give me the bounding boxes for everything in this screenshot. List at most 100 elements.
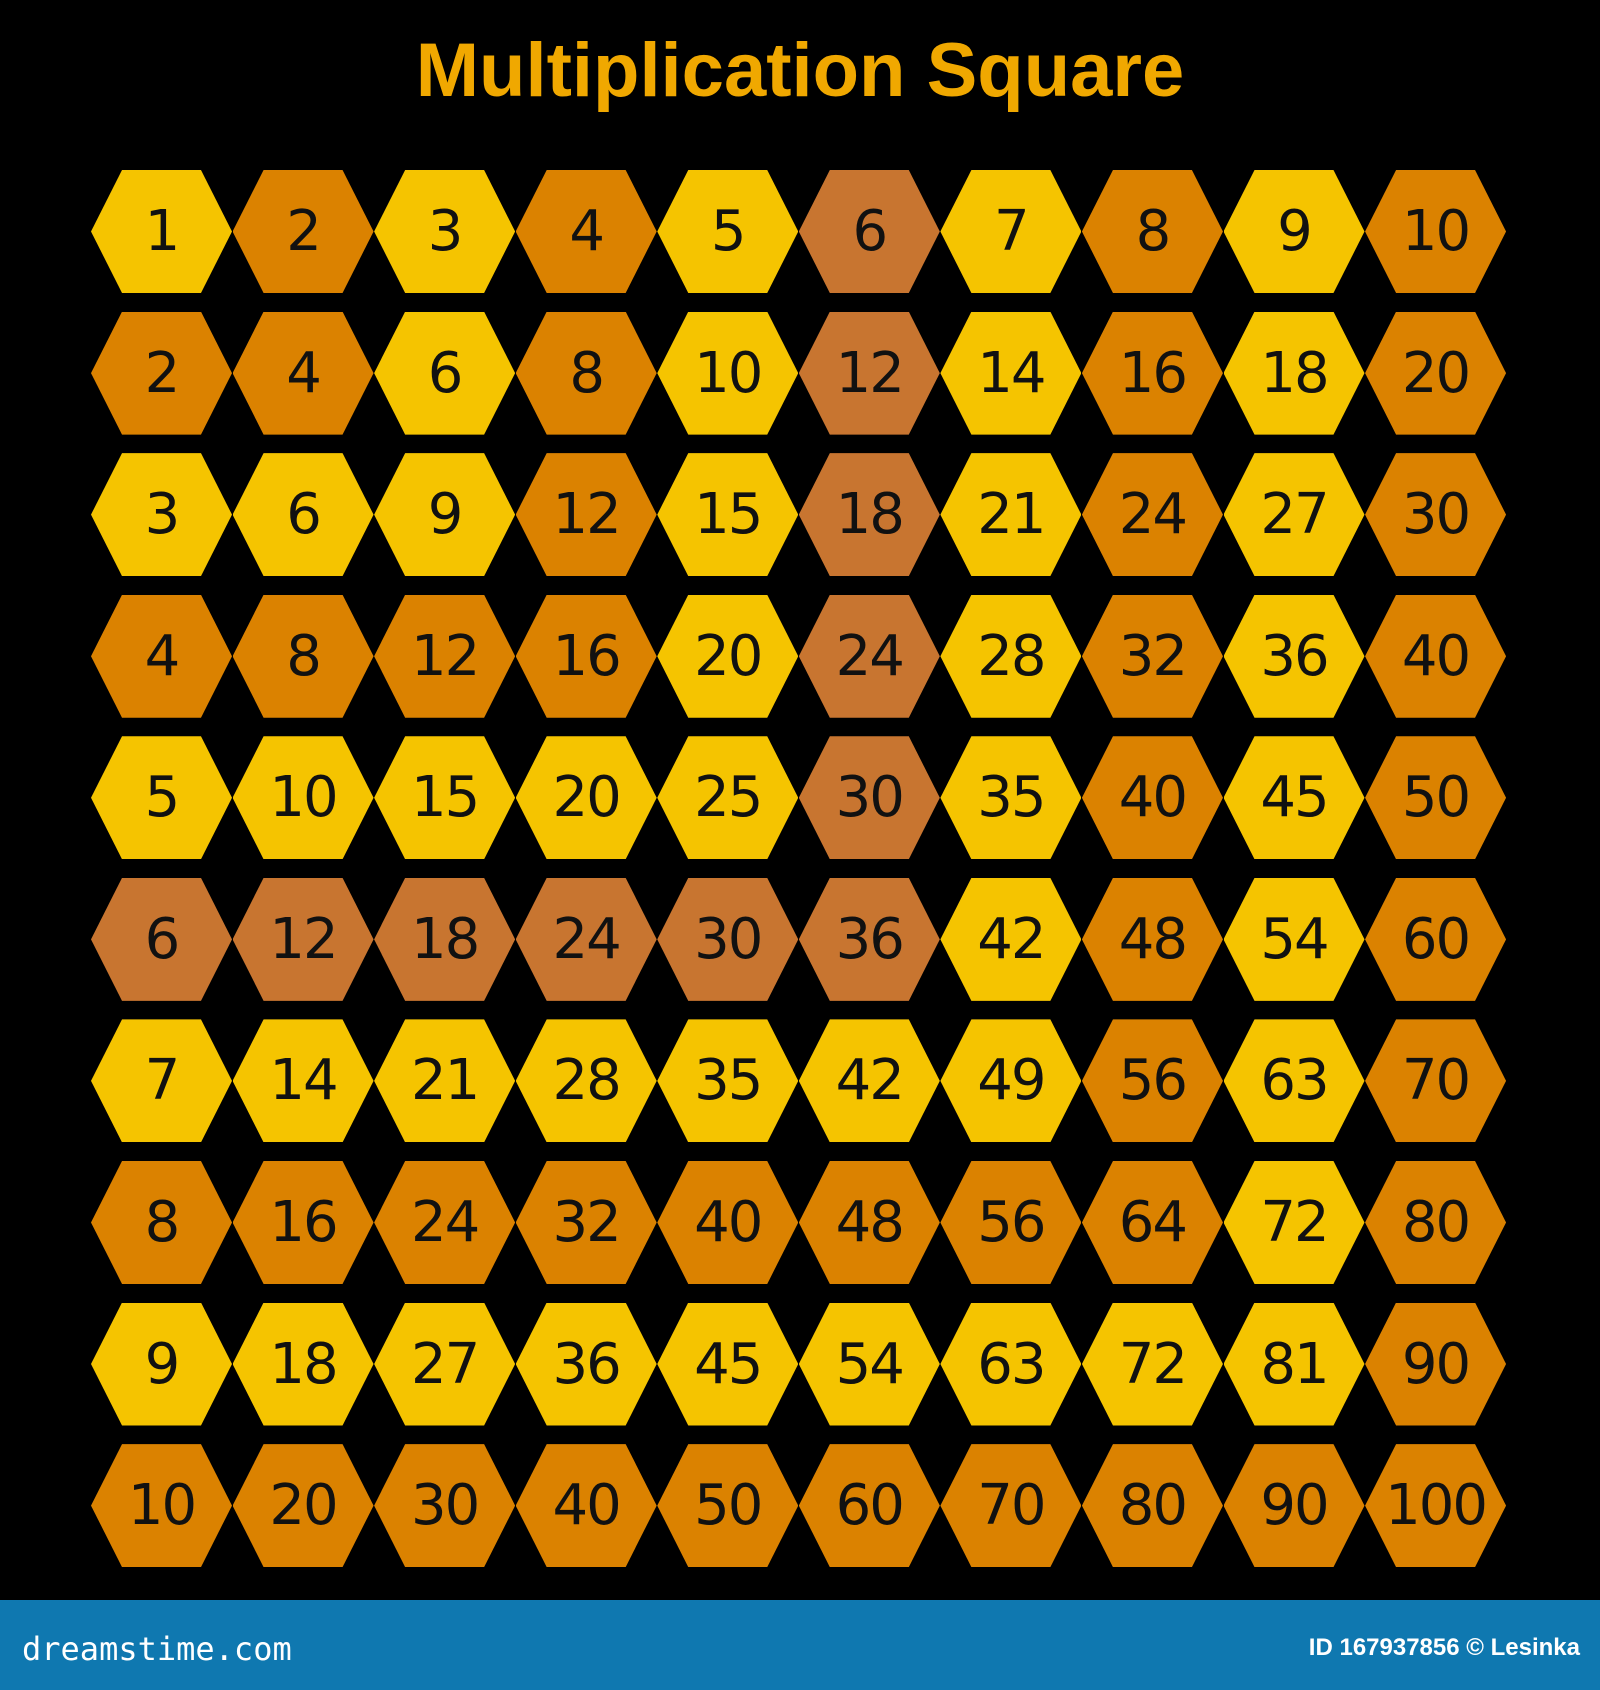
hex-cell: 6 (798, 170, 940, 293)
hex-cell: 63 (1223, 1019, 1365, 1143)
hex-cell: 24 (515, 877, 657, 1001)
hex-cell: 8 (515, 311, 657, 435)
hex-cell: 5 (91, 736, 232, 860)
hex-cell: 42 (798, 1019, 940, 1143)
hex-cell: 72 (1223, 1160, 1365, 1284)
hex-cell: 10 (232, 736, 374, 860)
hex-cell: 40 (1081, 736, 1223, 860)
hex-cell: 24 (374, 1160, 516, 1284)
hex-cell: 72 (1081, 1302, 1223, 1426)
hex-cell: 6 (91, 877, 232, 1001)
hex-cell: 49 (940, 1019, 1082, 1143)
hex-cell: 90 (1365, 1302, 1507, 1426)
hex-cell: 20 (1365, 311, 1507, 435)
hex-cell: 24 (798, 594, 940, 718)
brand-logo-text: dreamstime.com (22, 1630, 292, 1668)
hex-cell: 32 (1081, 594, 1223, 718)
hex-cell: 81 (1223, 1302, 1365, 1426)
hex-cell: 9 (1223, 170, 1365, 293)
hex-cell: 12 (374, 594, 516, 718)
hex-cell: 30 (1365, 453, 1507, 577)
hex-cell: 14 (232, 1019, 374, 1143)
hex-cell: 16 (232, 1160, 374, 1284)
hex-cell: 90 (1223, 1444, 1365, 1568)
hex-cell: 45 (657, 1302, 799, 1426)
hex-cell: 2 (91, 311, 232, 435)
hex-cell: 7 (91, 1019, 232, 1143)
hex-cell: 32 (515, 1160, 657, 1284)
hex-cell: 4 (232, 311, 374, 435)
hex-cell: 70 (940, 1444, 1082, 1568)
hex-cell: 42 (940, 877, 1082, 1001)
hex-cell: 20 (232, 1444, 374, 1568)
hex-cell: 80 (1081, 1444, 1223, 1568)
hex-cell: 3 (91, 453, 232, 577)
hex-cell: 4 (91, 594, 232, 718)
hex-cell: 10 (1365, 170, 1507, 293)
hex-cell: 16 (515, 594, 657, 718)
hex-cell: 6 (374, 311, 516, 435)
hex-cell: 25 (657, 736, 799, 860)
hex-cell: 100 (1365, 1444, 1507, 1568)
hex-cell: 12 (232, 877, 374, 1001)
hex-cell: 2 (232, 170, 374, 293)
hex-cell: 21 (374, 1019, 516, 1143)
hex-cell: 35 (657, 1019, 799, 1143)
hex-cell: 8 (232, 594, 374, 718)
hex-cell: 36 (798, 877, 940, 1001)
hex-cell: 40 (1365, 594, 1507, 718)
hex-cell: 14 (940, 311, 1082, 435)
hex-cell: 9 (374, 453, 516, 577)
hex-cell: 36 (515, 1302, 657, 1426)
hex-cell: 10 (657, 311, 799, 435)
hex-cell: 15 (657, 453, 799, 577)
hex-cell: 27 (374, 1302, 516, 1426)
hex-cell: 20 (657, 594, 799, 718)
hex-cell: 54 (798, 1302, 940, 1426)
image-credit: ID 167937856 © Lesinka (1308, 1634, 1580, 1661)
hex-cell: 9 (91, 1302, 232, 1426)
hex-cell: 18 (1223, 311, 1365, 435)
hex-cell: 1 (91, 170, 232, 293)
hex-cell: 7 (940, 170, 1082, 293)
hex-cell: 40 (657, 1160, 799, 1284)
hex-cell: 3 (374, 170, 516, 293)
hex-cell: 45 (1223, 736, 1365, 860)
hex-cell: 12 (798, 311, 940, 435)
hex-cell: 48 (798, 1160, 940, 1284)
hex-cell: 28 (940, 594, 1082, 718)
hex-cell: 18 (374, 877, 516, 1001)
hex-cell: 12 (515, 453, 657, 577)
hex-cell: 30 (798, 736, 940, 860)
hex-cell: 35 (940, 736, 1082, 860)
hex-cell: 6 (232, 453, 374, 577)
footer-bar: dreamstime.com ID 167937856 © Lesinka (0, 1600, 1600, 1690)
hex-cell: 18 (232, 1302, 374, 1426)
hex-cell: 30 (374, 1444, 516, 1568)
hex-cell: 48 (1081, 877, 1223, 1001)
hex-cell: 40 (515, 1444, 657, 1568)
hex-cell: 56 (1081, 1019, 1223, 1143)
hex-cell: 64 (1081, 1160, 1223, 1284)
hex-cell: 80 (1365, 1160, 1507, 1284)
hex-cell: 54 (1223, 877, 1365, 1001)
hex-cell: 4 (515, 170, 657, 293)
hex-cell: 56 (940, 1160, 1082, 1284)
hex-cell: 60 (1365, 877, 1507, 1001)
hex-cell: 30 (657, 877, 799, 1001)
hex-cell: 5 (657, 170, 799, 293)
page-title: Multiplication Square (415, 28, 1185, 113)
hex-cell: 16 (1081, 311, 1223, 435)
hex-cell: 18 (798, 453, 940, 577)
hex-cell: 10 (91, 1444, 232, 1568)
hex-cell: 8 (1081, 170, 1223, 293)
hex-cell: 36 (1223, 594, 1365, 718)
hex-cell: 8 (91, 1160, 232, 1284)
hex-cell: 70 (1365, 1019, 1507, 1143)
hex-cell: 24 (1081, 453, 1223, 577)
hex-cell: 63 (940, 1302, 1082, 1426)
hex-cell: 50 (1365, 736, 1507, 860)
hex-cell: 21 (940, 453, 1082, 577)
hex-cell: 50 (657, 1444, 799, 1568)
hex-cell: 15 (374, 736, 516, 860)
